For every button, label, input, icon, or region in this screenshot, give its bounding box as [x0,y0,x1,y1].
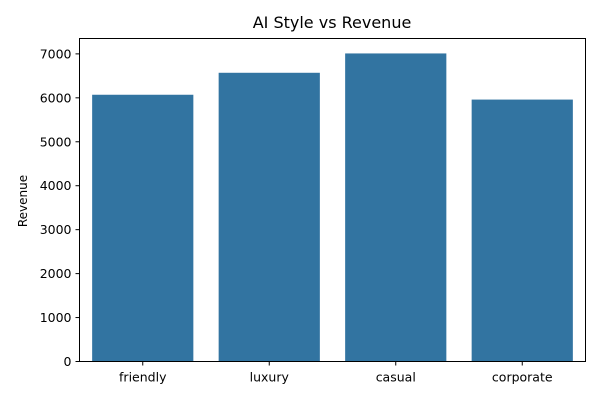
bar-luxury [218,72,320,362]
y-tick-label-2000: 2000 [40,266,72,281]
bars-group [92,53,573,362]
bar-casual [345,53,447,362]
x-tick-label-casual: casual [376,370,416,385]
y-axis-label: Revenue [16,175,30,227]
y-tick-label-5000: 5000 [40,134,72,149]
chart-title: AI Style vs Revenue [253,13,412,32]
x-tick-label-friendly: friendly [119,370,167,385]
y-tick-label-1000: 1000 [40,310,72,325]
plot-frame [79,38,586,362]
bar-friendly [92,94,194,362]
y-axis-ticks: 0 1000 2000 3000 4000 5000 6000 7000 [40,46,80,369]
y-tick-label-6000: 6000 [40,90,72,105]
x-tick-label-luxury: luxury [250,370,290,385]
y-tick-label-0: 0 [64,354,72,369]
x-tick-label-corporate: corporate [492,370,553,385]
x-axis-ticks: friendly luxury casual corporate [119,361,553,385]
y-tick-label-3000: 3000 [40,222,72,237]
y-tick-label-7000: 7000 [40,46,72,61]
y-tick-label-4000: 4000 [40,178,72,193]
bar-corporate [471,99,573,362]
